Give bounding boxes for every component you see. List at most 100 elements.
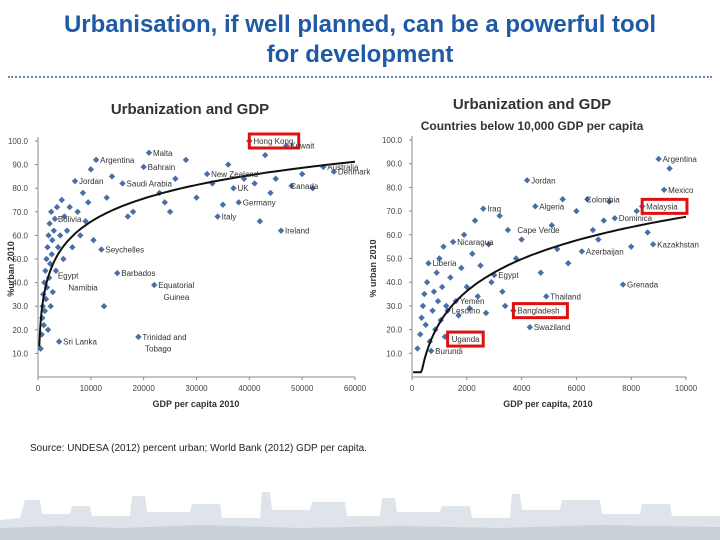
chart-1-data-point: [330, 168, 338, 175]
chart-2-data-point: [414, 345, 421, 352]
chart-1-point-label: Malta: [153, 149, 173, 158]
chart-2-data-point: [447, 274, 454, 281]
chart-1-point-label: Seychelles: [105, 246, 144, 255]
chart-1-data-point: [37, 345, 44, 352]
chart-1-data-point: [46, 220, 53, 227]
chart-2-xtick-label: 10000: [675, 384, 698, 393]
chart-1-ytick-label: 100.0: [8, 137, 29, 146]
chart-2-point-label: Malaysia: [646, 202, 678, 211]
chart-1-point-label: Sri Lanka: [63, 338, 97, 347]
chart-2-data-point: [433, 269, 440, 276]
chart-1-ytick-label: 10.0: [12, 349, 28, 358]
chart-2-data-point: [469, 250, 476, 257]
chart-1-data-point: [100, 303, 108, 310]
chart-2-highlight-box: [640, 197, 689, 215]
chart-2-data-point: [425, 260, 432, 267]
chart-2-data-point: [619, 281, 627, 288]
chart-2-data-point: [423, 279, 431, 286]
chart-1-data-point: [129, 208, 137, 215]
chart-2-trend-line: [413, 215, 687, 374]
chart-2-data-point: [666, 165, 673, 172]
chart-2-data-point: [434, 297, 442, 305]
chart-2-highlight-box: [446, 330, 485, 348]
chart-2-title: Urbanization and GDP: [453, 96, 611, 113]
chart-1-trend-line: [38, 160, 356, 347]
chart-1-data-point: [49, 288, 56, 296]
chart-2-data-point: [649, 241, 657, 248]
chart-2-xtick-label: 4000: [513, 384, 531, 393]
chart-2-data-point: [477, 262, 484, 269]
chart-2-ytick-label: 40.0: [386, 278, 402, 287]
chart-2-xtick-label: 8000: [622, 384, 640, 393]
chart-1-data-point: [54, 244, 62, 251]
chart-2-point-label: Jordan: [531, 176, 555, 185]
chart-1-data-point: [55, 338, 63, 345]
chart-1-data-point: [69, 244, 76, 251]
chart-1-data-point: [84, 199, 92, 206]
chart-1-point-label: Hong Kong: [253, 137, 293, 146]
chart-2-point-label: Uganda: [452, 335, 481, 344]
chart-2-data-point: [543, 293, 550, 300]
title-divider: [8, 76, 712, 78]
chart-1-data-point: [47, 303, 54, 310]
chart-2-data-point: [548, 222, 555, 229]
chart-2-data-point: [418, 314, 425, 321]
chart-2-subtitle: Countries below 10,000 GDP per capita: [421, 119, 644, 133]
chart-1-ytick-label: 60.0: [12, 231, 28, 240]
chart-2-point-label: Colombia: [586, 195, 620, 204]
chart-2-data-point: [482, 309, 490, 317]
chart-1-point-label: Guinea: [164, 293, 190, 302]
chart-2-data-point: [449, 238, 457, 246]
chart-1-data-point: [161, 199, 168, 206]
chart-1-data-point: [230, 185, 237, 192]
chart-1-data-point: [51, 215, 59, 223]
chart-2-point-label: Grenada: [627, 281, 659, 290]
chart-2-data-point: [422, 321, 429, 329]
chart-1-data-point: [277, 227, 285, 234]
chart-2-ytick-label: 70.0: [386, 207, 402, 216]
chart-1-data-point: [193, 194, 200, 201]
chart-1-data-point: [82, 218, 89, 225]
chart-2-point-label: Egypt: [498, 271, 519, 280]
chart-1-data-point: [41, 307, 49, 315]
chart-1-data-point: [103, 194, 110, 201]
chart-1-point-label: Argentina: [100, 156, 135, 165]
chart-2-data-point: [485, 241, 492, 248]
chart-2-ytick-label: 30.0: [386, 302, 402, 311]
chart-1-data-point: [288, 182, 295, 190]
chart-2-point-label: Nicaragua: [457, 238, 494, 247]
chart-2-point-label: Cape Verde: [517, 226, 560, 235]
chart-1-data-point: [145, 149, 153, 156]
chart-2-data-point: [496, 212, 503, 220]
chart-1-point-label: Namibia: [68, 283, 98, 292]
chart-2-data-point: [430, 288, 438, 295]
chart-1-data-point: [40, 321, 48, 329]
chart-2-data-point: [440, 243, 447, 250]
chart-1-xtick-label: 30000: [185, 384, 208, 393]
chart-2-data-point: [589, 226, 597, 234]
chart-2-data-point: [611, 215, 618, 222]
chart-2-ytick-label: 80.0: [386, 183, 402, 192]
chart-1-point-label: Denmark: [338, 168, 370, 177]
chart-2-data-point: [600, 217, 607, 224]
chart-1-point-label: Egypt: [58, 272, 79, 281]
chart-2-data-point: [537, 269, 544, 276]
chart-2-ytick-label: 90.0: [386, 160, 402, 169]
chart-2-ytick-label: 10.0: [386, 349, 402, 358]
chart-1-xtick-label: 50000: [291, 384, 314, 393]
chart-2-data-point: [501, 302, 509, 310]
chart-1-xtick-label: 40000: [238, 384, 261, 393]
chart-1-data-point: [77, 232, 84, 239]
slide-title: Urbanisation, if well planned, can be a …: [0, 10, 720, 70]
chart-2-data-point: [578, 248, 586, 255]
chart-1-point-label: Germany: [243, 198, 276, 207]
chart-1-data-point: [79, 189, 87, 197]
chart-1-data-point: [66, 203, 73, 211]
chart-1-data-point: [92, 156, 100, 164]
chart-1-data-point: [166, 208, 174, 215]
chart-2-data-point: [443, 302, 450, 310]
chart-1-data-point: [151, 281, 158, 289]
chart-1-data-point: [124, 213, 132, 220]
chart-2-data-point: [421, 290, 428, 298]
chart-2-data-point: [655, 155, 662, 163]
